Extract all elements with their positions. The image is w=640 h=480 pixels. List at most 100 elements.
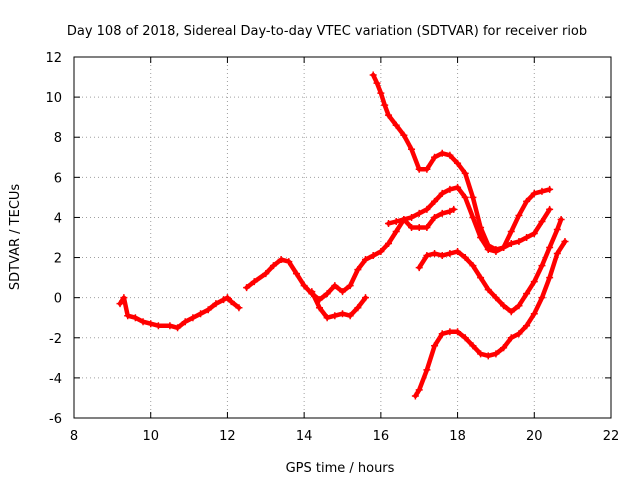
- data-point: [120, 294, 128, 302]
- data-point: [438, 209, 446, 217]
- data-point: [515, 330, 523, 338]
- data-point: [220, 296, 228, 304]
- data-point: [131, 314, 139, 322]
- data-point: [354, 266, 362, 274]
- y-tick-label: -6: [49, 412, 62, 427]
- data-point: [438, 252, 446, 260]
- data-point: [223, 294, 231, 302]
- x-tick-label: 20: [526, 429, 543, 444]
- series-6: [415, 215, 565, 316]
- data-point: [530, 310, 538, 318]
- data-point: [446, 185, 454, 193]
- data-point: [484, 242, 492, 250]
- data-point: [461, 334, 469, 342]
- data-point: [139, 318, 147, 326]
- data-point: [461, 169, 469, 177]
- data-point: [450, 205, 458, 213]
- data-point: [243, 284, 251, 292]
- data-point: [523, 322, 531, 330]
- data-point: [377, 89, 385, 97]
- series-1: [116, 294, 243, 332]
- data-point: [377, 248, 385, 256]
- data-point: [346, 282, 354, 290]
- y-tick-label: 4: [54, 211, 62, 226]
- data-point: [415, 386, 423, 394]
- data-point: [553, 225, 561, 233]
- x-tick-label: 8: [70, 429, 78, 444]
- data-point: [362, 256, 370, 264]
- data-point: [174, 324, 182, 332]
- x-tick-label: 22: [603, 429, 620, 444]
- data-point: [181, 318, 189, 326]
- data-point: [538, 187, 546, 195]
- data-point: [116, 300, 124, 308]
- data-point: [415, 223, 423, 231]
- y-tick-label: 2: [54, 252, 62, 267]
- data-point: [507, 240, 515, 248]
- data-point: [400, 215, 408, 223]
- data-point: [381, 101, 389, 109]
- data-point: [385, 111, 393, 119]
- data-point: [154, 322, 162, 330]
- data-point: [438, 330, 446, 338]
- data-point: [323, 290, 331, 298]
- series-4: [369, 71, 554, 254]
- data-point: [469, 262, 477, 270]
- data-point: [454, 328, 462, 336]
- data-point: [189, 314, 197, 322]
- data-point: [538, 262, 546, 270]
- data-point: [561, 238, 569, 246]
- axis-ticks: 8 10 12 14 16 18 20 22 -6 -4 -2 0 2 4 6 8 10 12: [45, 51, 619, 444]
- data-point: [500, 344, 508, 352]
- data-point: [538, 217, 546, 225]
- data-point: [546, 274, 554, 282]
- data-point: [250, 278, 258, 286]
- data-point: [484, 286, 492, 294]
- data-point: [369, 71, 377, 79]
- data-point: [323, 314, 331, 322]
- data-series: [116, 71, 569, 400]
- y-tick-label: 12: [45, 51, 62, 66]
- data-point: [523, 234, 531, 241]
- series-trace: [309, 289, 368, 320]
- data-point: [454, 248, 462, 256]
- y-tick-label: 10: [45, 91, 62, 106]
- data-point: [492, 350, 500, 358]
- data-point: [446, 151, 454, 159]
- data-point: [507, 227, 515, 235]
- x-tick-label: 16: [373, 429, 390, 444]
- data-point: [515, 238, 523, 246]
- y-tick-label: 6: [54, 171, 62, 186]
- data-point: [484, 352, 492, 360]
- data-point: [515, 211, 523, 219]
- data-point: [530, 278, 538, 286]
- y-tick-label: -4: [49, 372, 62, 387]
- y-axis-label: SDTVAR / TECUs: [8, 184, 23, 291]
- x-tick-label: 18: [449, 429, 466, 444]
- data-point: [523, 290, 531, 298]
- data-point: [408, 213, 416, 221]
- data-point: [492, 246, 500, 254]
- data-point: [292, 270, 300, 278]
- data-point: [431, 250, 439, 258]
- data-point: [354, 304, 362, 312]
- data-point: [461, 254, 469, 262]
- data-point: [446, 250, 454, 258]
- chart-title: Day 108 of 2018, Sidereal Day-to-day VTE…: [67, 24, 587, 39]
- data-point: [431, 197, 439, 205]
- data-point: [538, 294, 546, 302]
- data-point: [285, 258, 293, 266]
- x-tick-label: 12: [219, 429, 236, 444]
- data-point: [212, 300, 220, 308]
- grid: [74, 57, 611, 418]
- data-point: [385, 240, 393, 248]
- data-point: [530, 189, 538, 197]
- data-point: [446, 207, 454, 215]
- data-point: [530, 229, 538, 237]
- data-point: [385, 219, 393, 227]
- data-point: [515, 302, 523, 310]
- data-point: [423, 223, 431, 231]
- data-point: [557, 215, 565, 223]
- data-point: [469, 193, 477, 201]
